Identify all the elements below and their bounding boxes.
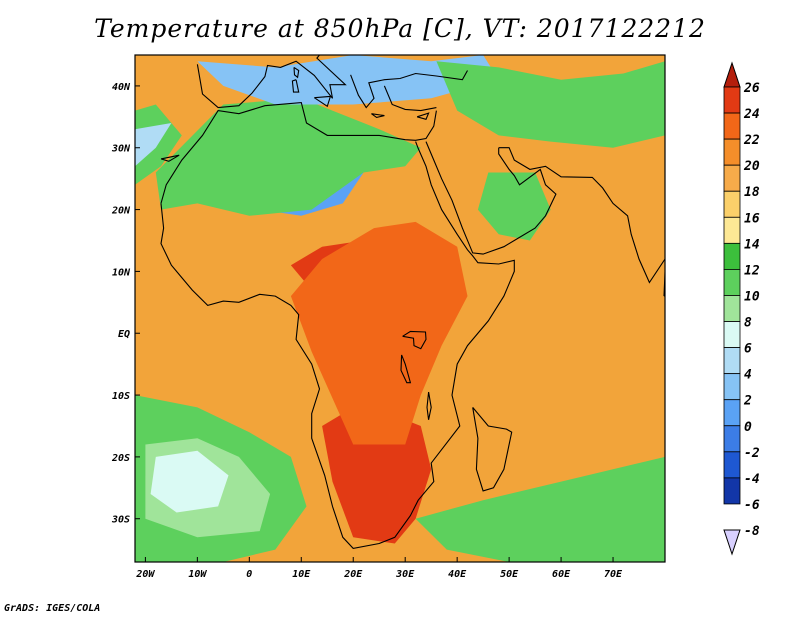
colorbar-level-label: 12 bbox=[744, 263, 760, 278]
colorbar-box bbox=[723, 321, 741, 348]
colorbar-level-label: 18 bbox=[744, 185, 760, 200]
coastline-15 bbox=[400, 354, 412, 384]
colorbar-level-label: 4 bbox=[744, 368, 752, 383]
coastlines bbox=[160, 55, 665, 549]
colorbar-level-label: 16 bbox=[744, 211, 760, 226]
lon-tick-label: 30E bbox=[395, 569, 415, 580]
lat-tick-label: 40N bbox=[112, 82, 131, 93]
coastline-9 bbox=[293, 66, 300, 79]
lat-tick-label: 10S bbox=[112, 391, 130, 402]
lon-tick-label: 0 bbox=[246, 569, 252, 580]
colorbar-level-label: 6 bbox=[744, 342, 752, 357]
colorbar-box bbox=[723, 112, 741, 140]
colorbar-level-label: 24 bbox=[743, 107, 760, 122]
lon-tick-label: 10W bbox=[188, 569, 207, 580]
colorbar-box bbox=[723, 477, 741, 505]
colorbar-level-label: 26 bbox=[743, 81, 760, 96]
latitude-axis: 40N 30N 20N 10N EQ 10S 20S 30S bbox=[111, 82, 140, 526]
lat-tick-label: EQ bbox=[118, 329, 130, 340]
temperature-region-green-middle-east bbox=[436, 61, 665, 148]
colorbar-level-label: 14 bbox=[744, 237, 760, 252]
map-title: Temperature at 850hPa [C], VT: 201712221… bbox=[94, 14, 706, 43]
colorbar-box bbox=[723, 373, 741, 401]
temperature-region-pale-atlantic-north bbox=[135, 123, 172, 167]
colorbar-level-label: 0 bbox=[744, 420, 752, 435]
coastline-0 bbox=[160, 102, 437, 204]
colorbar-box bbox=[723, 451, 741, 479]
colorbar-level-label: -2 bbox=[744, 446, 760, 461]
colorbar-level-label: 8 bbox=[744, 316, 752, 331]
lon-tick-label: 70E bbox=[604, 569, 623, 580]
lon-tick-label: 60E bbox=[552, 569, 571, 580]
temperature-region-cool-mediterranean bbox=[197, 55, 499, 105]
coastline-16 bbox=[426, 391, 432, 420]
lat-tick-label: 30N bbox=[111, 144, 131, 155]
lon-tick-label: 40E bbox=[448, 569, 467, 580]
coastline-7 bbox=[383, 85, 437, 112]
lon-tick-label: 50E bbox=[500, 569, 519, 580]
colorbar-box bbox=[723, 86, 741, 114]
temperature-region-warm-central bbox=[290, 221, 468, 445]
coastline-4 bbox=[498, 147, 665, 284]
lat-tick-label: 20S bbox=[111, 453, 130, 464]
colorbar-top-arrow bbox=[723, 61, 741, 88]
longitude-axis: 20W 10W 0 10E 20E 30E 40E 50E 60E 70E bbox=[135, 557, 623, 580]
colorbar-level-label: -6 bbox=[744, 498, 760, 513]
coastline-11 bbox=[371, 113, 385, 118]
colorbar-box bbox=[723, 425, 741, 453]
temperature-region-green-arabia bbox=[477, 172, 551, 241]
colorbar-box bbox=[723, 242, 741, 270]
lat-tick-label: 10N bbox=[112, 267, 131, 278]
lon-tick-label: 10E bbox=[292, 569, 311, 580]
colorbar-box bbox=[723, 190, 741, 218]
coastline-14 bbox=[402, 330, 427, 350]
coastline-8 bbox=[291, 79, 300, 93]
coastline-3 bbox=[425, 141, 557, 255]
colorbar-level-label: 22 bbox=[743, 133, 760, 148]
colorbar-level-label: 20 bbox=[743, 159, 760, 174]
coastline-10 bbox=[313, 95, 332, 108]
coastline-6 bbox=[350, 70, 468, 109]
temperature-region-green-indian-south bbox=[415, 456, 665, 562]
colorbar-box bbox=[723, 295, 741, 322]
coastline-17 bbox=[160, 154, 180, 162]
grads-credit: GrADS: IGES/COLA bbox=[4, 603, 101, 614]
temperature-field bbox=[135, 55, 665, 562]
coastline-1 bbox=[160, 141, 515, 549]
lat-tick-label: 30S bbox=[111, 515, 130, 526]
colorbar-level-label: 10 bbox=[744, 289, 760, 304]
colorbar-bottom-arrow bbox=[723, 529, 741, 556]
temperature-region-pale-atlantic-south bbox=[150, 450, 229, 513]
colorbar-level-label: -4 bbox=[744, 472, 760, 487]
colorbar-box bbox=[723, 216, 741, 244]
coastline-2 bbox=[472, 407, 513, 492]
colorbar-box bbox=[723, 138, 741, 166]
colorbar-box bbox=[723, 399, 741, 427]
map-frame bbox=[134, 54, 666, 563]
colorbar-box bbox=[723, 269, 741, 296]
lon-tick-label: 20W bbox=[135, 569, 155, 580]
coastline-5 bbox=[196, 55, 347, 109]
colorbar-level-label: 2 bbox=[743, 394, 752, 409]
coastline-12 bbox=[416, 112, 430, 120]
lon-tick-label: 20E bbox=[343, 569, 363, 580]
map-plot-area bbox=[135, 55, 665, 562]
colorbar-box bbox=[723, 164, 741, 192]
colorbar-level-label: -8 bbox=[744, 524, 760, 539]
lat-tick-label: 20N bbox=[111, 206, 131, 217]
colorbar-box bbox=[723, 347, 741, 375]
temperature-region-green-north-africa bbox=[155, 98, 421, 216]
